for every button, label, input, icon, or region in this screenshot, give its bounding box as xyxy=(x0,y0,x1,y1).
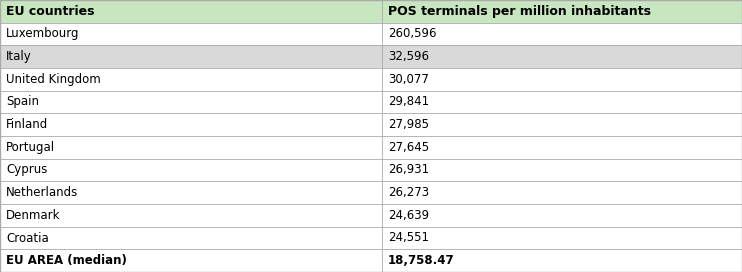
Bar xyxy=(0,159,742,181)
Text: 29,841: 29,841 xyxy=(388,95,430,109)
Text: Croatia: Croatia xyxy=(6,231,49,245)
Text: 26,931: 26,931 xyxy=(388,163,430,177)
Text: 27,645: 27,645 xyxy=(388,141,430,154)
Text: POS terminals per million inhabitants: POS terminals per million inhabitants xyxy=(388,5,651,18)
Text: 260,596: 260,596 xyxy=(388,27,436,41)
Text: Cyprus: Cyprus xyxy=(6,163,47,177)
Text: EU countries: EU countries xyxy=(6,5,94,18)
Text: 18,758.47: 18,758.47 xyxy=(388,254,455,267)
Bar xyxy=(0,0,742,23)
Text: Luxembourg: Luxembourg xyxy=(6,27,79,41)
Bar xyxy=(0,249,742,272)
Bar xyxy=(0,45,742,68)
Text: 26,273: 26,273 xyxy=(388,186,430,199)
Text: 24,551: 24,551 xyxy=(388,231,429,245)
Bar xyxy=(0,136,742,159)
Bar xyxy=(0,91,742,113)
Bar xyxy=(0,113,742,136)
Text: 27,985: 27,985 xyxy=(388,118,429,131)
Text: United Kingdom: United Kingdom xyxy=(6,73,101,86)
Text: Spain: Spain xyxy=(6,95,39,109)
Bar xyxy=(0,68,742,91)
Text: Portugal: Portugal xyxy=(6,141,55,154)
Text: 32,596: 32,596 xyxy=(388,50,429,63)
Bar xyxy=(0,181,742,204)
Text: EU AREA (median): EU AREA (median) xyxy=(6,254,127,267)
Bar xyxy=(0,204,742,227)
Text: Denmark: Denmark xyxy=(6,209,61,222)
Text: Netherlands: Netherlands xyxy=(6,186,78,199)
Bar xyxy=(0,23,742,45)
Text: Italy: Italy xyxy=(6,50,32,63)
Text: Finland: Finland xyxy=(6,118,48,131)
Text: 24,639: 24,639 xyxy=(388,209,430,222)
Text: 30,077: 30,077 xyxy=(388,73,429,86)
Bar xyxy=(0,227,742,249)
